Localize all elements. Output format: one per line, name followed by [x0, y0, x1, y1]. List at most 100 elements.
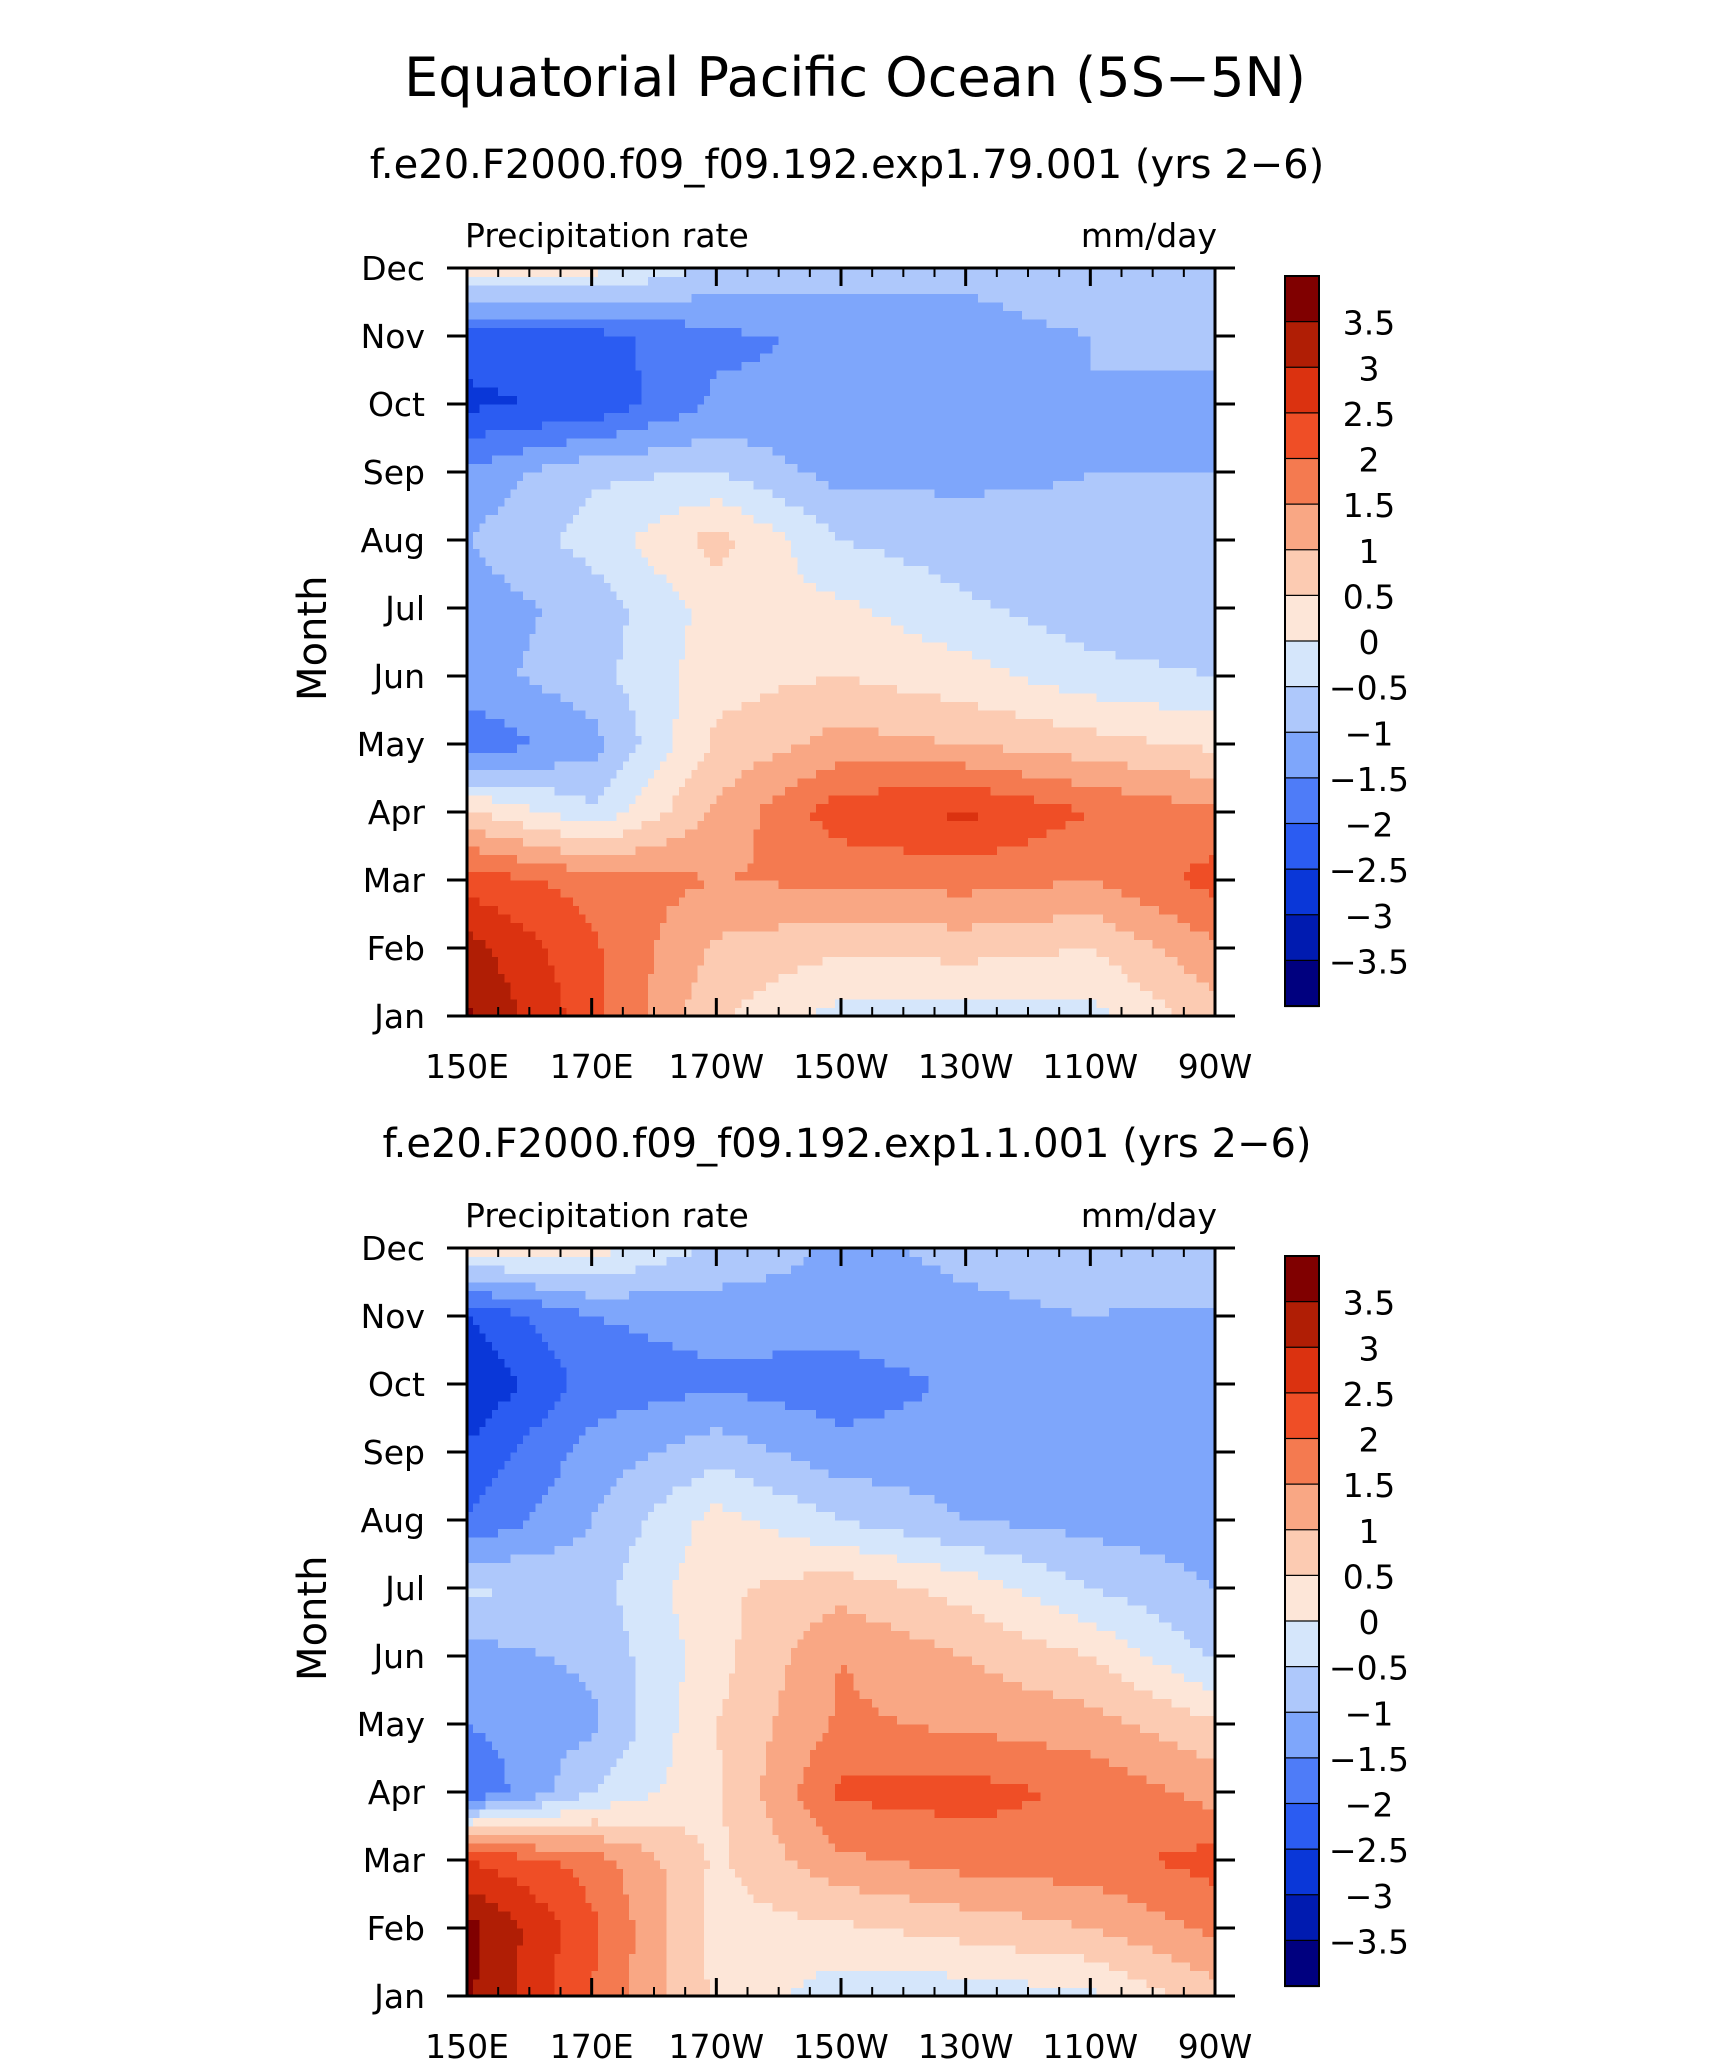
contour-cell — [778, 710, 786, 720]
contour-cell — [622, 956, 630, 966]
contour-cell — [922, 744, 929, 754]
contour-cell — [722, 956, 730, 966]
contour-cell — [467, 982, 474, 992]
contour-cell — [728, 854, 736, 864]
contour-cell — [1190, 667, 1197, 677]
contour-cell — [467, 965, 474, 975]
contour-cell — [1102, 922, 1110, 932]
contour-cell — [928, 761, 936, 771]
contour-cell — [841, 897, 848, 907]
contour-cell — [990, 718, 998, 728]
contour-cell — [959, 676, 967, 686]
contour-cell — [753, 812, 761, 822]
contour-cell — [672, 931, 680, 941]
contour-cell — [616, 693, 624, 703]
contour-cell — [1171, 854, 1179, 864]
contour-cell — [940, 786, 948, 796]
contour-cell — [859, 922, 867, 932]
contour-cell — [1208, 693, 1216, 703]
contour-cell — [1158, 837, 1166, 847]
contour-cell — [859, 837, 867, 847]
contour-cell — [654, 786, 661, 796]
contour-cell — [778, 880, 786, 890]
contour-cell — [990, 982, 998, 992]
contour-cell — [1021, 880, 1029, 890]
contour-cell — [828, 701, 836, 711]
contour-cell — [1003, 684, 1010, 694]
contour-cell — [753, 846, 761, 856]
contour-cell — [541, 982, 549, 992]
contour-cell — [703, 1007, 711, 1017]
contour-cell — [1021, 693, 1029, 703]
contour-cell — [485, 922, 493, 932]
contour-cell — [1115, 786, 1123, 796]
contour-cell — [828, 735, 836, 745]
contour-cell — [865, 752, 873, 762]
contour-cell — [1115, 897, 1123, 907]
contour-cell — [629, 744, 636, 754]
contour-cell — [791, 922, 798, 932]
contour-cell — [685, 863, 692, 873]
contour-cell — [735, 956, 742, 966]
contour-cell — [491, 659, 499, 669]
contour-cell — [1177, 990, 1185, 1000]
contour-cell — [467, 846, 474, 856]
contour-cell — [884, 999, 892, 1009]
contour-cell — [485, 718, 493, 728]
contour-cell — [498, 718, 505, 728]
contour-cell — [959, 880, 967, 890]
contour-cell — [990, 956, 998, 966]
contour-cell — [1208, 803, 1216, 813]
contour-cell — [641, 684, 649, 694]
contour-cell — [516, 693, 524, 703]
contour-cell — [529, 718, 537, 728]
contour-cell — [1059, 778, 1066, 788]
contour-cell — [828, 846, 836, 856]
contour-cell — [1077, 863, 1085, 873]
contour-cell — [697, 854, 705, 864]
contour-cell — [1084, 701, 1091, 711]
contour-cell — [504, 982, 512, 992]
contour-cell — [660, 863, 668, 873]
contour-cell — [1071, 710, 1079, 720]
contour-cell — [1009, 769, 1017, 779]
contour-cell — [953, 846, 961, 856]
contour-cell — [616, 803, 624, 813]
contour-cell — [990, 965, 998, 975]
contour-cell — [903, 871, 911, 881]
contour-cell — [953, 718, 961, 728]
contour-cell — [635, 795, 643, 805]
contour-cell — [1121, 905, 1129, 915]
contour-cell — [1133, 778, 1141, 788]
contour-cell — [1040, 871, 1048, 881]
contour-cell — [816, 735, 823, 745]
contour-cell — [710, 863, 717, 873]
contour-cell — [1077, 973, 1085, 983]
contour-cell — [853, 659, 861, 669]
contour-cell — [878, 718, 886, 728]
contour-cell — [940, 982, 948, 992]
contour-cell — [1084, 812, 1091, 822]
contour-cell — [1177, 982, 1185, 992]
contour-cell — [691, 778, 699, 788]
contour-cell — [809, 786, 817, 796]
contour-cell — [784, 676, 792, 686]
contour-cell — [753, 880, 761, 890]
contour-cell — [1196, 1007, 1204, 1017]
contour-cell — [1165, 744, 1172, 754]
contour-cell — [865, 973, 873, 983]
contour-cell — [1077, 803, 1085, 813]
contour-cell — [934, 693, 942, 703]
contour-cell — [747, 701, 755, 711]
contour-cell — [1196, 973, 1204, 983]
contour-cell — [622, 667, 630, 677]
contour-cell — [473, 863, 481, 873]
contour-cell — [772, 829, 780, 839]
contour-cell — [541, 744, 549, 754]
contour-cell — [1059, 965, 1066, 975]
contour-cell — [990, 948, 998, 958]
contour-cell — [909, 871, 917, 881]
contour-cell — [803, 914, 811, 924]
contour-cell — [1071, 880, 1079, 890]
contour-cell — [1127, 744, 1135, 754]
